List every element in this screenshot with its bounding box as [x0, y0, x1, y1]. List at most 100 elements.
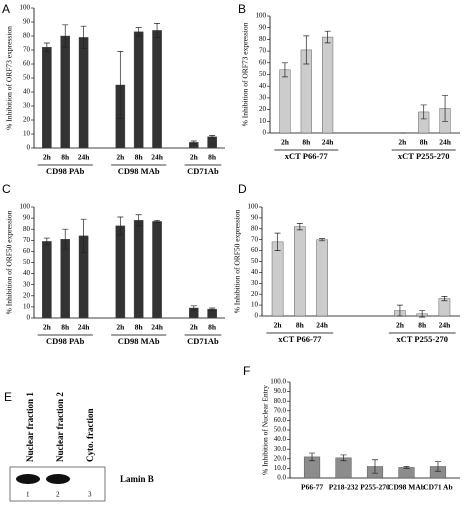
y-tick-label: 40.0 [274, 435, 287, 443]
y-tick-label: 20 [23, 291, 31, 299]
error-bar [135, 214, 142, 227]
error-bar [419, 310, 426, 318]
x-tick-label: 8h [420, 138, 429, 147]
bar [438, 298, 451, 317]
error-bar [209, 307, 216, 311]
x-tick-label: 2h [116, 323, 125, 332]
y-tick-label: 40 [23, 269, 31, 277]
y-tick-label: 10 [23, 303, 31, 311]
panel-letter: C [2, 182, 11, 196]
bar [152, 30, 162, 149]
error-bar [117, 51, 124, 119]
y-tick-label: 70 [259, 47, 267, 55]
y-tick-label: 90 [23, 214, 31, 222]
error-bar [434, 461, 441, 472]
panel-letter: B [238, 2, 246, 16]
y-tick-label: 70 [251, 235, 259, 243]
bar [279, 69, 291, 134]
x-tick-label: 2h [43, 323, 52, 332]
y-tick-label: 70 [23, 236, 31, 244]
y-tick-label: 60.0 [274, 416, 287, 424]
x-tick-label: 8h [418, 321, 427, 330]
x-tick-label: 24h [151, 153, 164, 162]
y-tick-label: 30 [251, 279, 259, 287]
blot-band [16, 474, 40, 484]
y-tick-label: 0.0 [277, 474, 286, 482]
y-tick-label: 100 [20, 203, 31, 211]
panel-letter: F [243, 364, 250, 378]
lane-number: 3 [88, 491, 92, 499]
y-tick-label: 50 [23, 74, 31, 82]
x-tick-label: 8h [208, 323, 217, 332]
bar [133, 31, 144, 149]
error-bar [190, 305, 197, 311]
y-tick-label: 100 [256, 12, 267, 20]
group-label: CD98 MAb [118, 166, 160, 176]
y-tick-label: 10 [259, 117, 267, 125]
error-bar [403, 466, 410, 469]
error-bar [154, 219, 161, 223]
y-tick-label: 100.0 [270, 378, 286, 386]
y-tick-label: 50 [259, 70, 267, 78]
x-tick-label: 2h [190, 323, 199, 332]
y-tick-label: 90 [251, 214, 259, 222]
error-bar [62, 24, 69, 48]
x-tick-label: 8h [296, 321, 305, 330]
y-tick-label: 30 [259, 94, 267, 102]
x-tick-label: 24h [151, 323, 164, 332]
error-bar [43, 42, 50, 52]
y-tick-label: 20.0 [274, 454, 287, 462]
error-bar [135, 27, 142, 37]
y-axis-title: % Inhibition of ORF50 expression [233, 209, 242, 313]
y-tick-label: 60 [23, 60, 31, 68]
y-tick-label: 30 [23, 102, 31, 110]
lane-label: Nuclear fraction 2 [55, 392, 65, 462]
group-label: CD98 MAb [118, 336, 160, 346]
error-bar [62, 228, 69, 250]
panel-letter: E [4, 390, 12, 404]
x-tick-label: CD98 MAb [388, 483, 425, 492]
panel-letter: D [238, 182, 247, 196]
x-tick-label: 2h [274, 321, 283, 330]
error-bar [442, 95, 449, 122]
y-tick-label: 60 [259, 58, 267, 66]
x-tick-label: CD71 Ab [423, 483, 452, 492]
y-tick-label: 100 [20, 4, 31, 12]
x-tick-label: 8h [208, 153, 217, 162]
error-bar [303, 35, 310, 65]
y-tick-label: 40 [259, 82, 267, 90]
y-tick-label: 20 [23, 116, 31, 124]
error-bar [396, 304, 403, 317]
y-tick-label: 10 [23, 130, 31, 138]
y-tick-label: 20 [251, 290, 259, 298]
error-bar [117, 216, 124, 236]
bar [133, 220, 144, 319]
error-bar [274, 232, 281, 251]
x-tick-label: 24h [78, 323, 91, 332]
y-tick-label: 50 [23, 258, 31, 266]
x-tick-label: 2h [190, 153, 199, 162]
bar [322, 36, 334, 134]
x-tick-label: 8h [135, 323, 144, 332]
x-tick-label: 2h [396, 321, 405, 330]
y-tick-label: 90.0 [274, 387, 287, 395]
group-label: CD98 PAb [46, 336, 85, 346]
lane-label: Cyto. fraction [85, 409, 95, 463]
y-tick-label: 0 [27, 144, 31, 152]
y-tick-label: 90 [259, 23, 267, 31]
y-tick-label: 10 [251, 301, 259, 309]
y-axis-title: % Inhibition of ORF50 expression [5, 210, 14, 314]
x-tick-label: 24h [322, 138, 335, 147]
y-tick-label: 30 [23, 280, 31, 288]
y-tick-label: 70.0 [274, 406, 287, 414]
y-tick-label: 10.0 [274, 464, 287, 472]
bar [115, 225, 126, 319]
x-tick-label: P218-232 [329, 483, 359, 492]
y-tick-label: 80 [251, 224, 259, 232]
y-tick-label: 80.0 [274, 397, 287, 405]
bar [42, 47, 52, 149]
y-tick-label: 80 [23, 225, 31, 233]
group-label: xCT P255-270 [396, 334, 448, 344]
error-bar [80, 218, 87, 253]
x-tick-label: 8h [302, 138, 311, 147]
